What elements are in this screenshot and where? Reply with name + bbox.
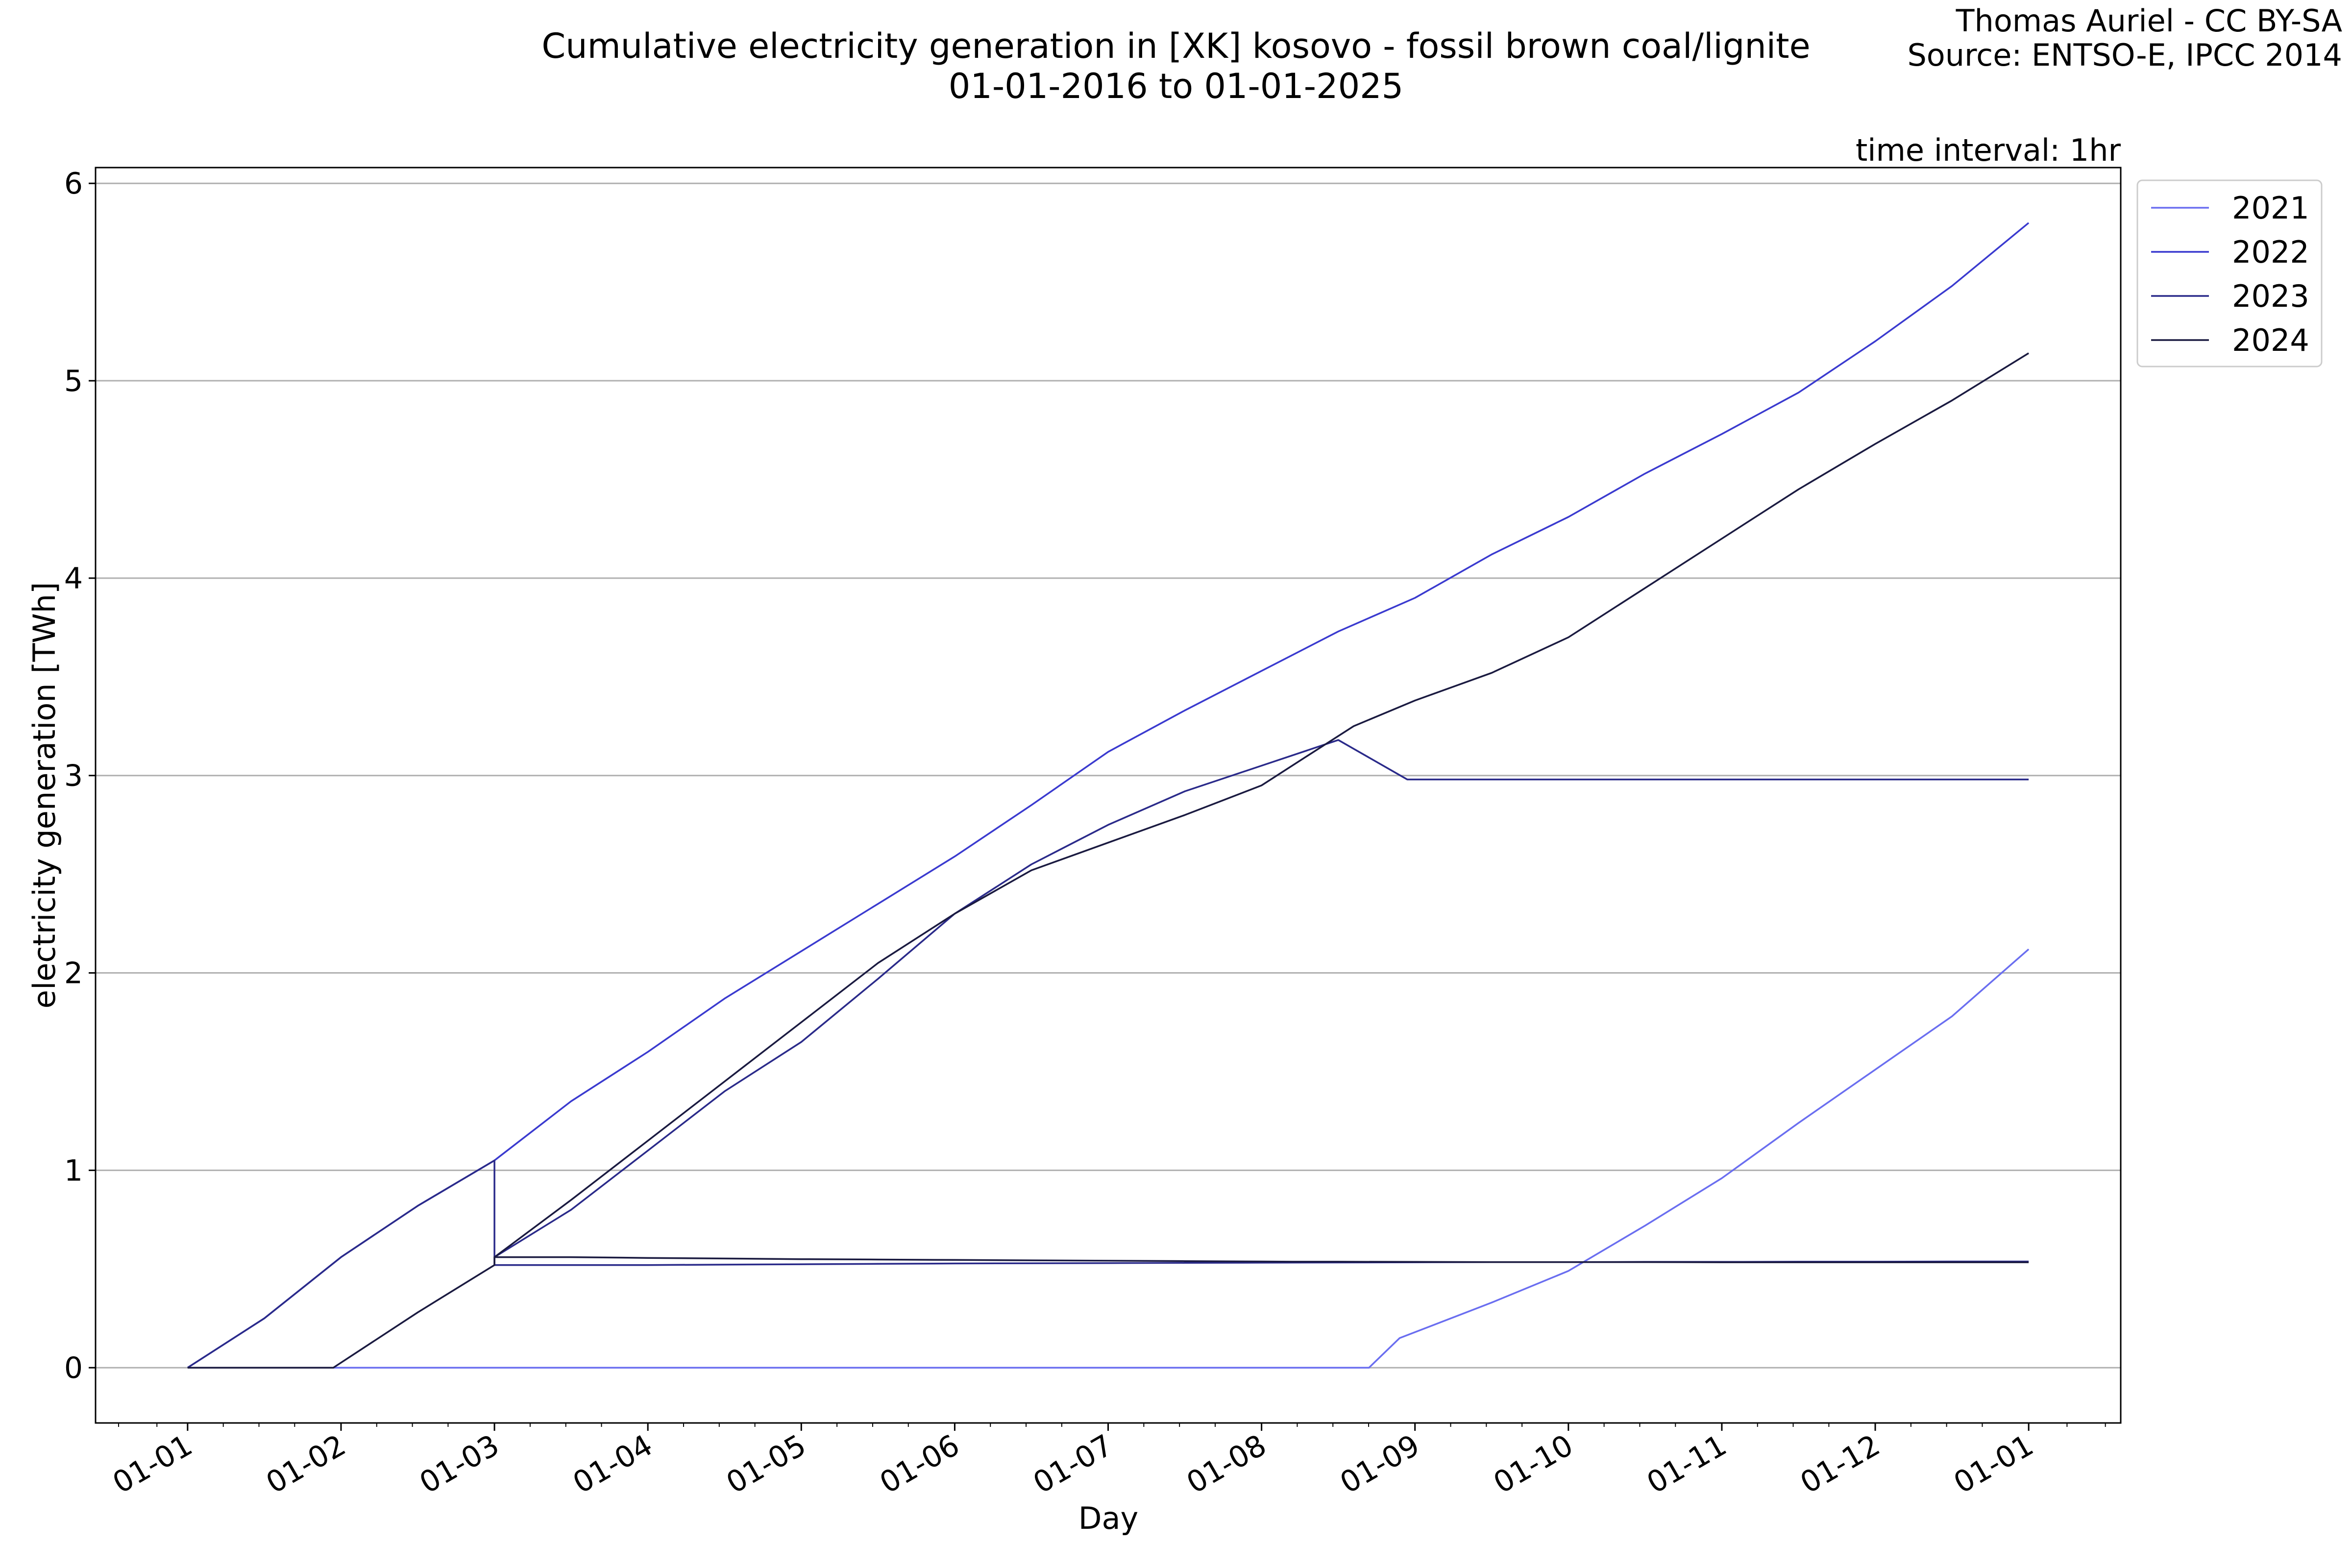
series-lines bbox=[187, 222, 2030, 1369]
credit-source: Source: ENTSO-E, IPCC 2014 bbox=[1907, 37, 2342, 73]
series-line-2021 bbox=[187, 948, 2030, 1369]
legend-label-2022: 2022 bbox=[2232, 234, 2309, 270]
series-line-segment-5 bbox=[494, 352, 2030, 1258]
legend-box bbox=[2136, 179, 2323, 368]
y-tick-label: 3 bbox=[64, 759, 83, 793]
chart-title: Cumulative electricity generation in [XK… bbox=[541, 26, 1810, 66]
credit-author: Thomas Auriel - CC BY-SA bbox=[1956, 3, 2342, 39]
y-axis-label: electricity generation [TWh] bbox=[26, 582, 62, 1008]
time-interval-annotation: time interval: 1hr bbox=[1856, 132, 2121, 168]
y-tick-label: 2 bbox=[64, 956, 83, 991]
x-axis-label: Day bbox=[1078, 1500, 1138, 1536]
y-axis: 0 1 2 3 4 5 6 bbox=[64, 167, 96, 1385]
legend-label-2023: 2023 bbox=[2232, 278, 2309, 314]
y-tick-label: 1 bbox=[64, 1153, 83, 1188]
legend: 2021 2022 2023 2024 bbox=[2136, 179, 2323, 368]
y-tick-label: 0 bbox=[64, 1351, 83, 1385]
series-line-2024 bbox=[187, 1256, 2029, 1369]
grid-lines bbox=[96, 182, 2121, 1369]
legend-label-2021: 2021 bbox=[2232, 190, 2309, 226]
y-tick-label: 5 bbox=[64, 364, 83, 398]
y-tick-label: 6 bbox=[64, 167, 83, 201]
chart-subtitle: 01-01-2016 to 01-01-2025 bbox=[949, 66, 1403, 106]
y-tick-label: 4 bbox=[64, 562, 83, 596]
legend-label-2024: 2024 bbox=[2232, 322, 2309, 358]
